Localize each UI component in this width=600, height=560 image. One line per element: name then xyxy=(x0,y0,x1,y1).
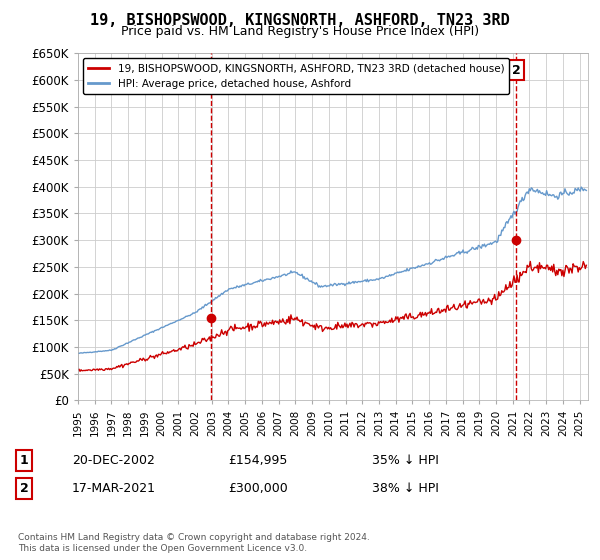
Legend: 19, BISHOPSWOOD, KINGSNORTH, ASHFORD, TN23 3RD (detached house), HPI: Average pr: 19, BISHOPSWOOD, KINGSNORTH, ASHFORD, TN… xyxy=(83,58,509,94)
Text: £300,000: £300,000 xyxy=(228,482,288,495)
Text: 17-MAR-2021: 17-MAR-2021 xyxy=(72,482,156,495)
Text: 19, BISHOPSWOOD, KINGSNORTH, ASHFORD, TN23 3RD: 19, BISHOPSWOOD, KINGSNORTH, ASHFORD, TN… xyxy=(90,13,510,28)
Text: Contains HM Land Registry data © Crown copyright and database right 2024.
This d: Contains HM Land Registry data © Crown c… xyxy=(18,533,370,553)
Text: 2: 2 xyxy=(512,64,521,77)
Text: 2: 2 xyxy=(20,482,28,495)
Text: 20-DEC-2002: 20-DEC-2002 xyxy=(72,454,155,467)
Text: 38% ↓ HPI: 38% ↓ HPI xyxy=(372,482,439,495)
Text: 1: 1 xyxy=(20,454,28,467)
Text: 1: 1 xyxy=(207,64,215,77)
Text: £154,995: £154,995 xyxy=(228,454,287,467)
Text: 35% ↓ HPI: 35% ↓ HPI xyxy=(372,454,439,467)
Text: Price paid vs. HM Land Registry's House Price Index (HPI): Price paid vs. HM Land Registry's House … xyxy=(121,25,479,38)
